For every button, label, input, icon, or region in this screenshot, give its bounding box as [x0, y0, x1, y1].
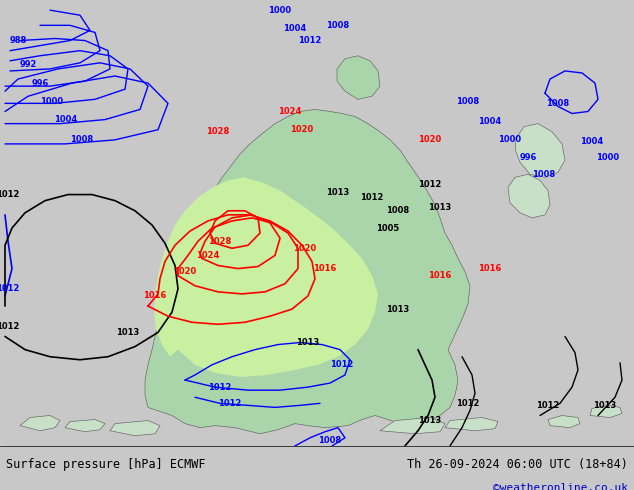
Text: 1016: 1016 [313, 264, 337, 273]
Text: 1000: 1000 [597, 152, 619, 162]
Text: 1008: 1008 [533, 170, 555, 179]
Text: 1012: 1012 [218, 399, 242, 408]
Text: 1000: 1000 [41, 97, 63, 106]
Text: 1004: 1004 [479, 117, 501, 126]
Polygon shape [65, 419, 105, 432]
Text: 1016: 1016 [143, 292, 167, 300]
Text: 1020: 1020 [294, 244, 316, 253]
Text: 1012: 1012 [456, 399, 480, 408]
Polygon shape [154, 177, 378, 377]
Text: 1012: 1012 [0, 284, 20, 294]
Text: 1016: 1016 [429, 271, 451, 280]
Text: 996: 996 [519, 152, 537, 162]
Text: 1013: 1013 [117, 328, 139, 337]
Text: 1013: 1013 [386, 305, 410, 314]
Polygon shape [590, 405, 622, 417]
Text: 1008: 1008 [327, 21, 349, 30]
Text: 1008: 1008 [547, 99, 569, 108]
Polygon shape [110, 420, 160, 436]
Text: 1004: 1004 [55, 115, 77, 124]
Text: 1008: 1008 [456, 97, 479, 106]
Text: 1012: 1012 [209, 383, 231, 392]
Text: 1000: 1000 [268, 5, 292, 15]
Text: 1013: 1013 [418, 416, 442, 425]
Text: 1004: 1004 [283, 24, 307, 33]
Polygon shape [145, 109, 470, 434]
Text: 1012: 1012 [418, 180, 442, 189]
Text: 1020: 1020 [173, 267, 197, 276]
Polygon shape [508, 174, 550, 218]
Text: 1028: 1028 [207, 127, 230, 136]
Text: 1013: 1013 [327, 188, 349, 197]
Text: 1024: 1024 [278, 107, 302, 116]
Text: 1004: 1004 [580, 137, 604, 147]
Text: 1000: 1000 [498, 135, 522, 145]
Text: 1008: 1008 [318, 436, 342, 445]
Text: 1013: 1013 [296, 338, 320, 347]
Text: 1012: 1012 [0, 190, 20, 199]
Text: 1012: 1012 [299, 36, 321, 45]
Text: 992: 992 [19, 60, 37, 70]
Polygon shape [445, 417, 498, 431]
Text: 1012: 1012 [0, 322, 20, 331]
Text: 1024: 1024 [197, 251, 220, 260]
Text: 1008: 1008 [70, 135, 94, 145]
Text: 1013: 1013 [429, 203, 451, 212]
Text: 1012: 1012 [536, 401, 560, 410]
Polygon shape [548, 416, 580, 428]
Text: 1028: 1028 [209, 237, 231, 245]
Polygon shape [337, 56, 380, 99]
Polygon shape [380, 417, 445, 434]
Text: Surface pressure [hPa] ECMWF: Surface pressure [hPa] ECMWF [6, 458, 206, 471]
Polygon shape [515, 123, 565, 177]
Text: 1012: 1012 [360, 193, 384, 202]
Text: ©weatheronline.co.uk: ©weatheronline.co.uk [493, 483, 628, 490]
Text: 1008: 1008 [387, 206, 410, 215]
Text: 1020: 1020 [418, 135, 442, 145]
Text: 1016: 1016 [478, 264, 501, 273]
Text: 996: 996 [31, 78, 49, 88]
Text: 1013: 1013 [593, 401, 617, 410]
Text: 1020: 1020 [290, 125, 314, 134]
Text: 988: 988 [10, 36, 27, 45]
Polygon shape [20, 416, 60, 431]
Text: Th 26-09-2024 06:00 UTC (18+84): Th 26-09-2024 06:00 UTC (18+84) [407, 458, 628, 471]
Text: 1012: 1012 [330, 360, 354, 369]
Text: 1005: 1005 [377, 223, 399, 233]
